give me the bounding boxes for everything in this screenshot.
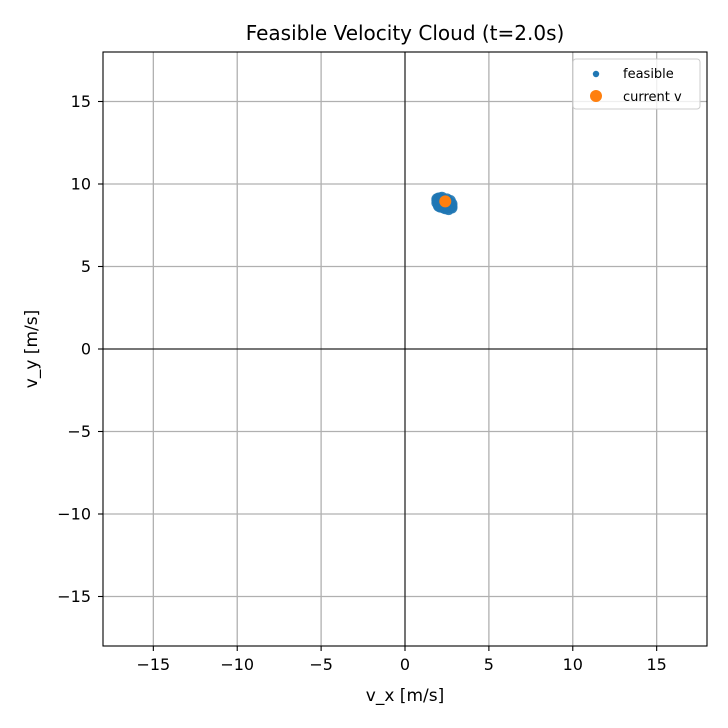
x-tick-label: −5 (309, 655, 333, 674)
legend-label-current-v: current v (623, 90, 682, 105)
x-tick-label: 15 (646, 655, 666, 674)
plot-points (431, 191, 458, 216)
legend-marker-current-v (590, 90, 602, 102)
chart-title: Feasible Velocity Cloud (t=2.0s) (246, 21, 565, 45)
x-tick-label: 5 (484, 655, 494, 674)
y-tick-label: 15 (71, 92, 91, 111)
x-tick-label: −10 (220, 655, 254, 674)
x-tick-label: 10 (563, 655, 583, 674)
x-axis-label: v_x [m/s] (366, 686, 444, 706)
zero-lines (103, 52, 707, 646)
legend-label-feasible: feasible (623, 67, 674, 82)
y-tick-label: 5 (81, 257, 91, 276)
y-tick-label: 0 (81, 340, 91, 359)
y-tick-label: 10 (71, 175, 91, 194)
y-tick-label: −10 (57, 505, 91, 524)
point-current-v (439, 195, 452, 208)
axis-ticks: −15 −10 −5 0 5 10 15 −15 −10 −5 0 5 10 15 (57, 92, 667, 674)
y-axis-label: v_y [m/s] (22, 310, 42, 388)
legend-marker-feasible (592, 70, 600, 78)
y-tick-label: −5 (67, 422, 91, 441)
x-tick-label: 0 (400, 655, 410, 674)
legend-box (572, 58, 701, 110)
legend: feasible current v (572, 58, 701, 110)
x-tick-label: −15 (136, 655, 170, 674)
y-tick-label: −15 (57, 587, 91, 606)
